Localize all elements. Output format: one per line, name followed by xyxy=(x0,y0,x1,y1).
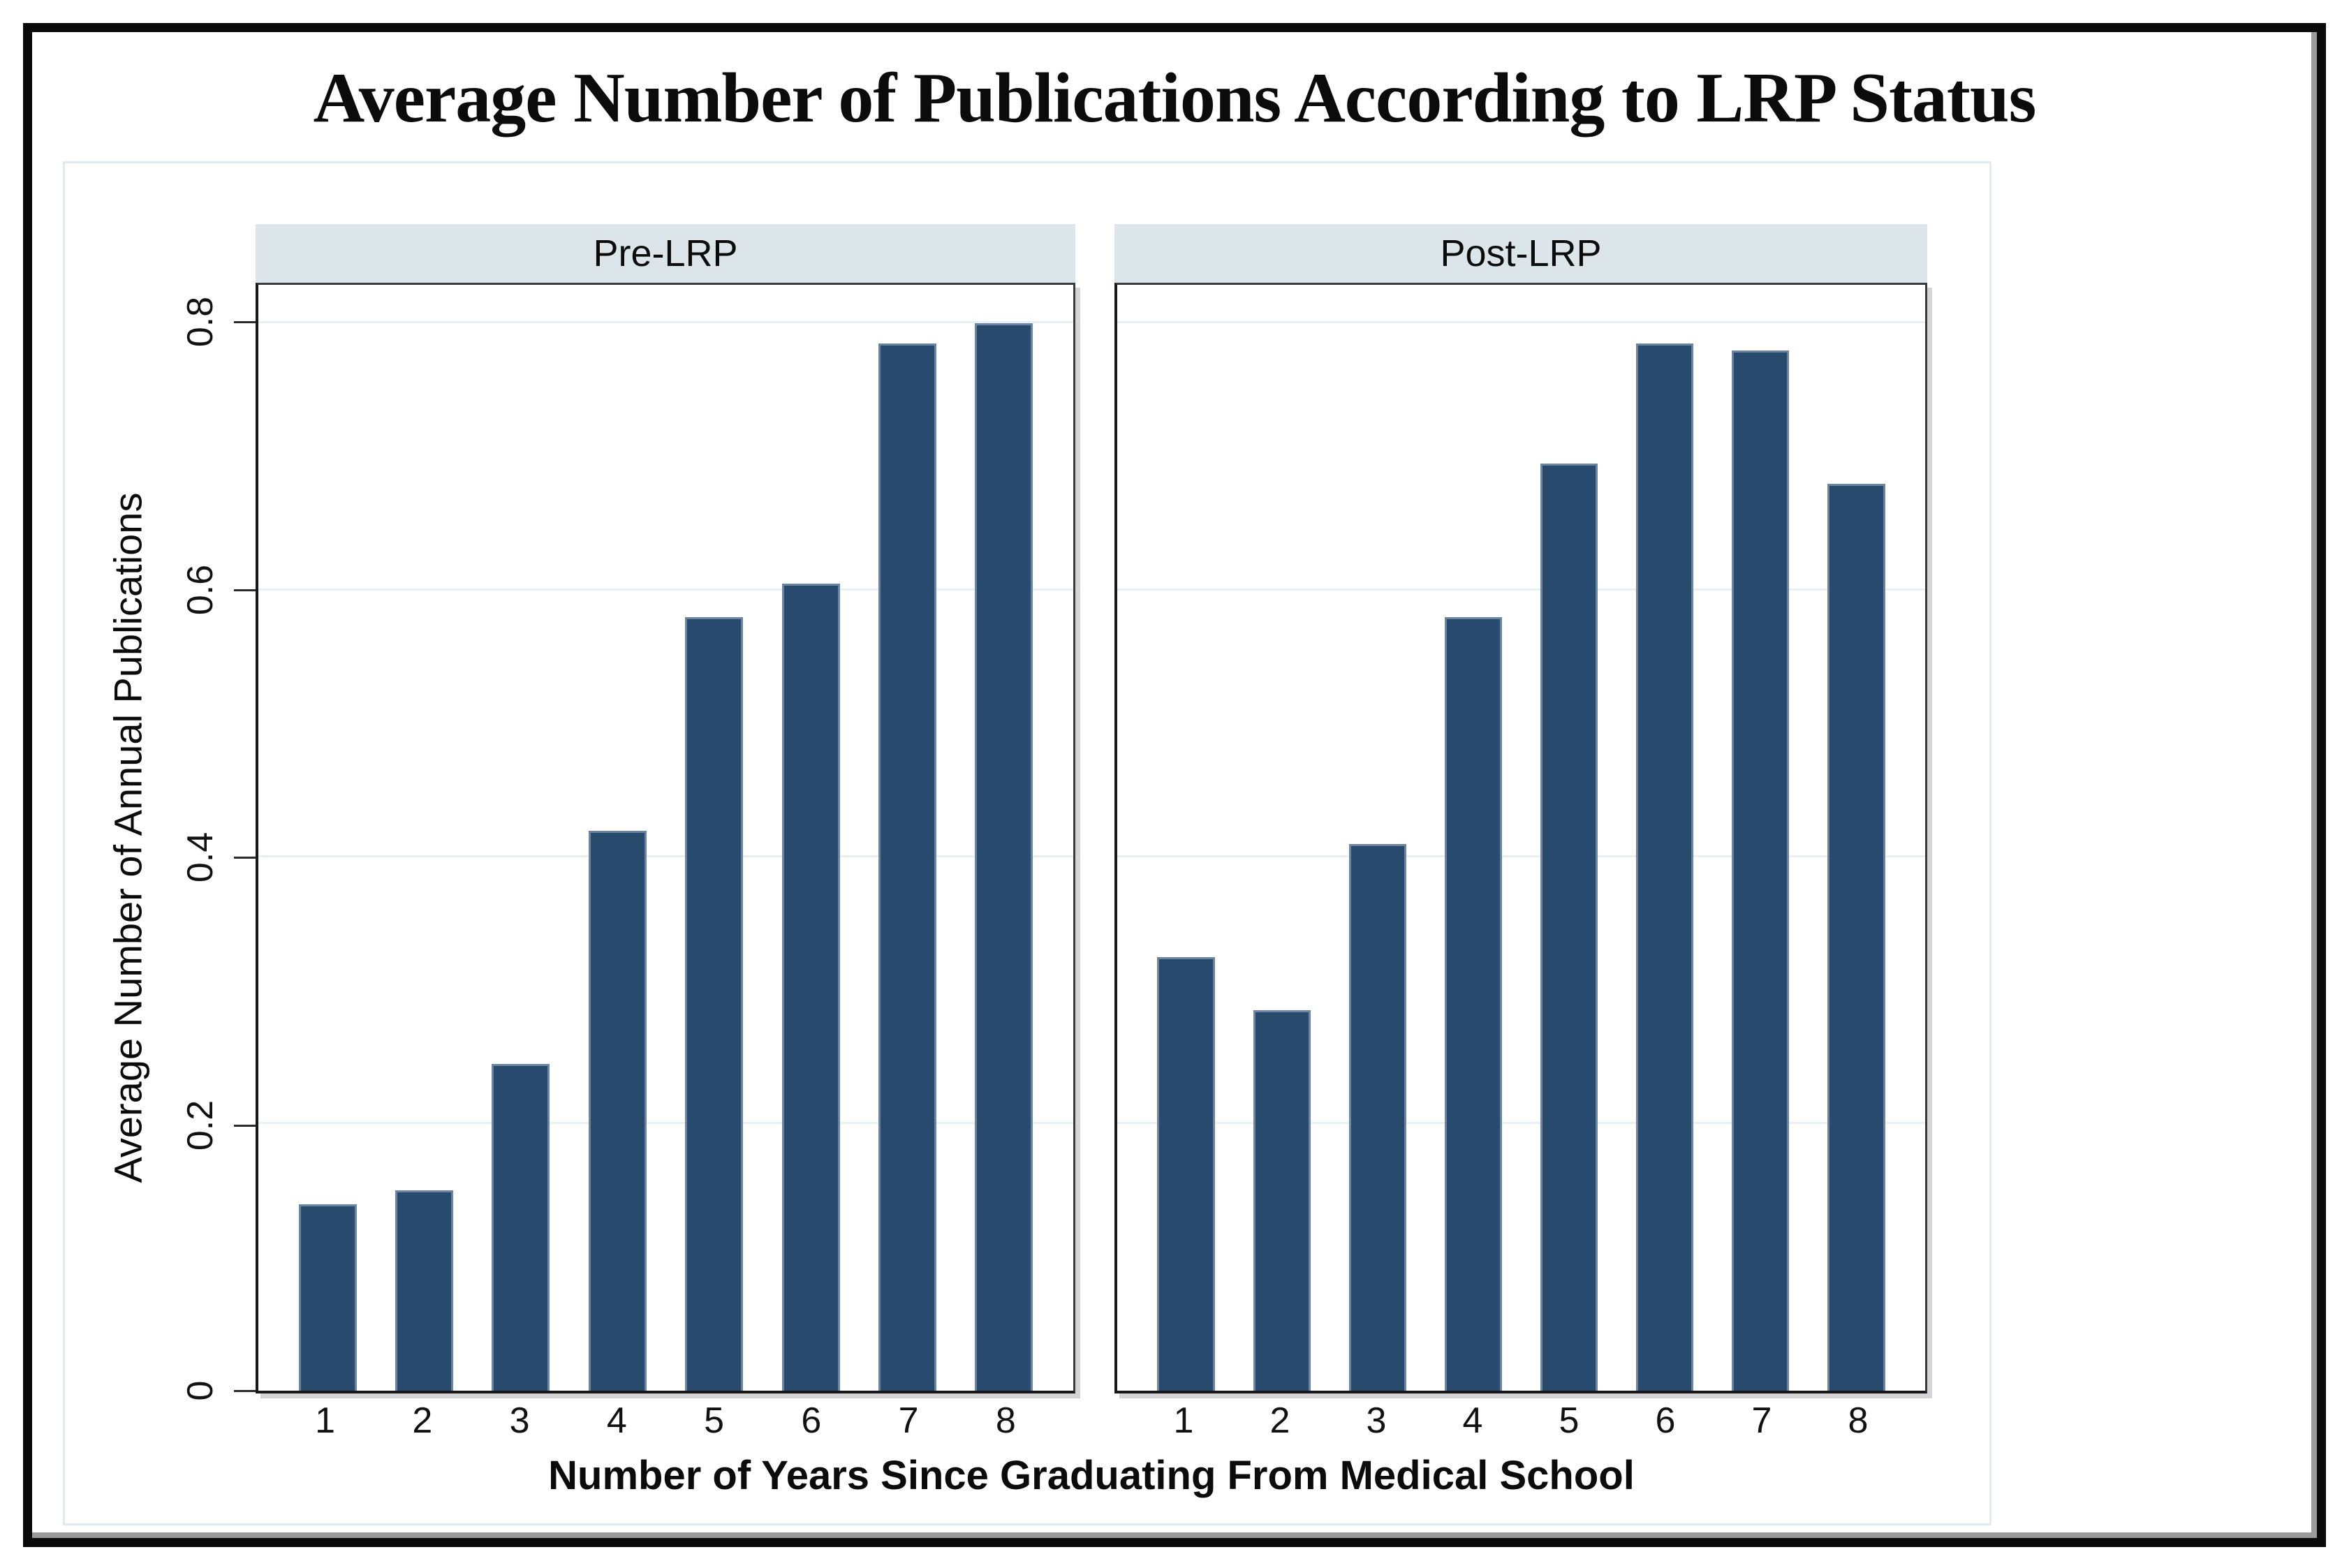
bar-slot-pre-lrp-year-7 xyxy=(859,285,955,1391)
bar-slot-post-lrp-year-4 xyxy=(1425,285,1521,1391)
y-tick-label-0: 0 xyxy=(180,1380,221,1401)
chart-title: Average Number of Publications According… xyxy=(313,59,2037,138)
x-tick-labels-pre-lrp: 1 2 3 4 5 6 7 8 xyxy=(256,1399,1075,1442)
bar-post-lrp-year-4 xyxy=(1444,616,1503,1391)
bar-pre-lrp-year-7 xyxy=(878,343,936,1391)
x-tick-label-pre-lrp-2: 2 xyxy=(412,1400,433,1441)
gridline-0-2-post-lrp xyxy=(1117,1121,1925,1124)
bar-slot-post-lrp-year-8 xyxy=(1809,285,1904,1391)
x-tick-label-post-lrp-1: 1 xyxy=(1173,1400,1194,1441)
bar-slot-post-lrp-year-7 xyxy=(1713,285,1809,1391)
y-tick-0-4 xyxy=(234,857,256,859)
bar-slot-post-lrp-year-3 xyxy=(1330,285,1425,1391)
bar-post-lrp-year-2 xyxy=(1253,1010,1311,1391)
panel-header-pre-lrp: Pre-LRP xyxy=(256,224,1075,283)
y-tick-0-8 xyxy=(234,320,256,323)
x-tick-labels-post-lrp: 1 2 3 4 5 6 7 8 xyxy=(1114,1399,1927,1442)
x-tick-label-post-lrp-5: 5 xyxy=(1559,1400,1580,1441)
bar-pre-lrp-year-3 xyxy=(492,1063,550,1391)
gridline-0-8-pre-lrp xyxy=(258,321,1073,324)
bar-pre-lrp-year-1 xyxy=(298,1204,357,1391)
bar-slot-pre-lrp-year-2 xyxy=(376,285,472,1391)
bar-slot-pre-lrp-year-6 xyxy=(763,285,859,1391)
plot-area-pre-lrp xyxy=(256,283,1075,1393)
bar-slot-post-lrp-year-1 xyxy=(1138,285,1234,1391)
gridline-0-2-pre-lrp xyxy=(258,1121,1073,1124)
bar-pre-lrp-year-6 xyxy=(781,584,840,1391)
gridline-0-4-post-lrp xyxy=(1117,855,1925,857)
bar-post-lrp-year-3 xyxy=(1348,843,1406,1391)
bar-post-lrp-year-8 xyxy=(1827,483,1885,1391)
y-tick-label-0-8: 0.8 xyxy=(180,296,221,347)
bar-pre-lrp-year-5 xyxy=(685,616,744,1391)
bar-pre-lrp-year-8 xyxy=(975,323,1033,1391)
panel-header-post-lrp: Post-LRP xyxy=(1114,224,1927,283)
y-axis-title: Average Number of Annual Publications xyxy=(105,492,150,1183)
x-tick-label-pre-lrp-3: 3 xyxy=(509,1400,530,1441)
bars-container-pre-lrp xyxy=(258,285,1073,1391)
bar-slot-pre-lrp-year-3 xyxy=(473,285,569,1391)
x-tick-label-post-lrp-4: 4 xyxy=(1462,1400,1483,1441)
x-tick-label-pre-lrp-5: 5 xyxy=(704,1400,725,1441)
x-tick-label-pre-lrp-8: 8 xyxy=(995,1400,1016,1441)
y-tick-0 xyxy=(234,1390,256,1392)
x-tick-label-post-lrp-3: 3 xyxy=(1366,1400,1387,1441)
y-tick-0-6 xyxy=(234,589,256,591)
bar-slot-post-lrp-year-2 xyxy=(1234,285,1330,1391)
plot-area-post-lrp xyxy=(1114,283,1927,1393)
y-tick-0-2 xyxy=(234,1125,256,1127)
bar-slot-pre-lrp-year-8 xyxy=(956,285,1052,1391)
gridline-0-6-post-lrp xyxy=(1117,588,1925,591)
bar-slot-pre-lrp-year-5 xyxy=(666,285,763,1391)
x-tick-label-post-lrp-2: 2 xyxy=(1269,1400,1290,1441)
y-tick-label-0-2: 0.2 xyxy=(180,1100,221,1151)
gridline-0-8-post-lrp xyxy=(1117,321,1925,324)
gridline-0-6-pre-lrp xyxy=(258,588,1073,591)
bar-pre-lrp-year-4 xyxy=(588,830,647,1391)
x-tick-label-pre-lrp-6: 6 xyxy=(801,1400,822,1441)
bar-slot-post-lrp-year-6 xyxy=(1617,285,1713,1391)
y-tick-label-0-6: 0.6 xyxy=(180,564,221,615)
bar-post-lrp-year-5 xyxy=(1540,464,1598,1391)
x-tick-label-post-lrp-6: 6 xyxy=(1655,1400,1676,1441)
bar-slot-post-lrp-year-5 xyxy=(1522,285,1617,1391)
bars-container-post-lrp xyxy=(1117,285,1925,1391)
x-tick-label-pre-lrp-4: 4 xyxy=(606,1400,627,1441)
y-tick-label-0-4: 0.4 xyxy=(180,832,221,883)
x-tick-label-post-lrp-8: 8 xyxy=(1848,1400,1869,1441)
bar-pre-lrp-year-2 xyxy=(395,1190,454,1391)
bar-post-lrp-year-6 xyxy=(1636,343,1694,1391)
x-tick-label-pre-lrp-1: 1 xyxy=(315,1400,336,1441)
x-tick-label-pre-lrp-7: 7 xyxy=(898,1400,919,1441)
x-axis-title: Number of Years Since Graduating From Me… xyxy=(548,1453,1635,1498)
bar-slot-pre-lrp-year-1 xyxy=(279,285,376,1391)
x-tick-label-post-lrp-7: 7 xyxy=(1751,1400,1772,1441)
bar-slot-pre-lrp-year-4 xyxy=(569,285,665,1391)
gridline-0-4-pre-lrp xyxy=(258,855,1073,857)
bar-post-lrp-year-7 xyxy=(1732,350,1790,1391)
bar-post-lrp-year-1 xyxy=(1157,957,1215,1391)
